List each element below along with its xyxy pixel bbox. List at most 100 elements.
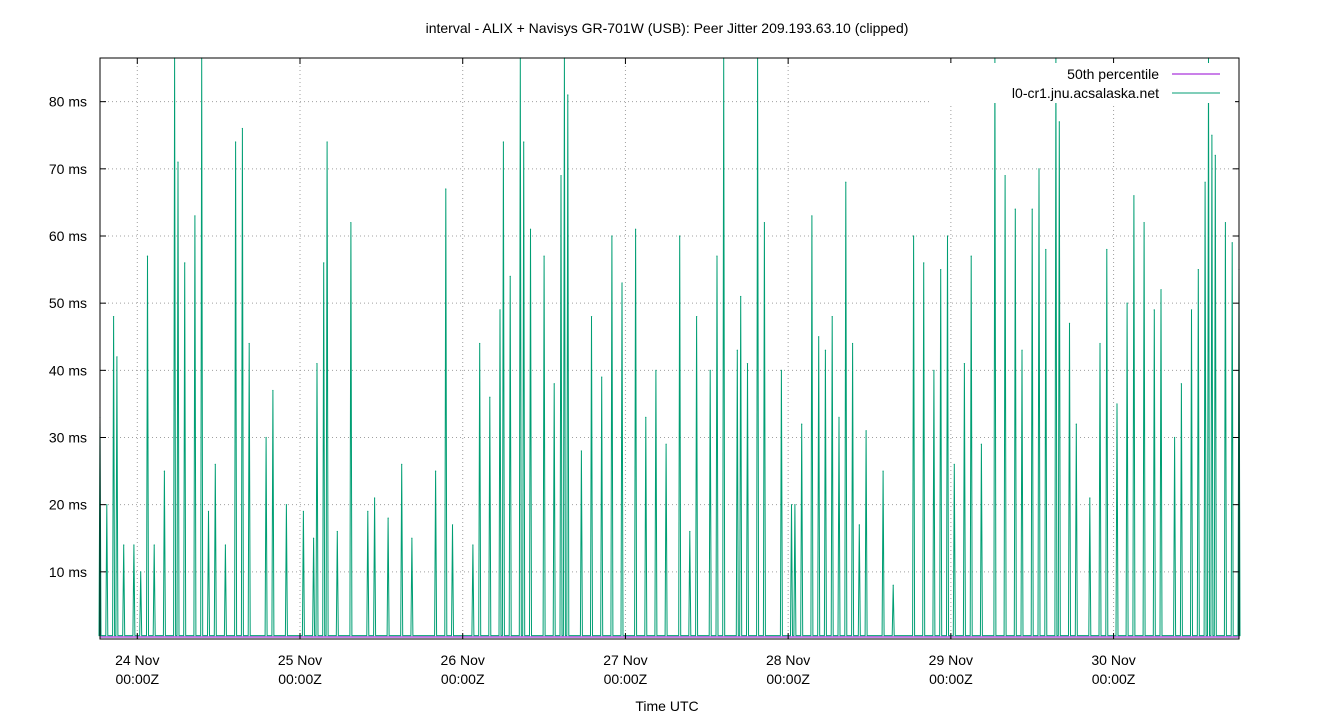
jitter-point xyxy=(194,215,196,217)
jitter-point xyxy=(312,537,315,539)
jitter-point xyxy=(946,235,949,237)
jitter-point xyxy=(265,436,267,439)
jitter-point xyxy=(316,363,318,365)
jitter-point xyxy=(1173,436,1176,439)
jitter-point xyxy=(601,376,603,378)
jitter-point xyxy=(655,369,657,371)
jitter-point xyxy=(323,262,325,264)
jitter-point xyxy=(912,235,915,237)
jitter-point xyxy=(509,275,511,277)
jitter-point xyxy=(529,228,532,230)
legend-box xyxy=(930,63,1235,103)
jitter-point xyxy=(838,416,840,418)
jitter-point xyxy=(679,235,681,237)
jitter-point xyxy=(326,141,328,143)
jitter-point xyxy=(818,336,820,338)
y-tick-label: 70 ms xyxy=(49,161,87,177)
jitter-point xyxy=(635,228,637,230)
jitter-point xyxy=(1133,195,1135,197)
jitter-point xyxy=(763,221,766,224)
jitter-point xyxy=(845,181,847,183)
jitter-point xyxy=(445,188,447,190)
jitter-point xyxy=(248,342,250,345)
x-tick-label-day: 29 Nov xyxy=(929,652,973,668)
jitter-point xyxy=(116,356,118,358)
jitter-point xyxy=(302,510,304,512)
jitter-point xyxy=(1004,174,1006,177)
x-tick-label-time: 00:00Z xyxy=(441,671,485,687)
y-tick-label: 10 ms xyxy=(49,564,87,580)
x-axis-label: Time UTC xyxy=(635,698,698,714)
jitter-point xyxy=(285,504,288,506)
x-tick-label-time: 00:00Z xyxy=(278,671,322,687)
jitter-point xyxy=(580,450,582,452)
x-axis: 24 Nov 00:00Z 25 Nov 00:00Z 26 Nov 00:00Z 27 N… xyxy=(115,58,1136,687)
x-tick-label-time: 00:00Z xyxy=(929,671,973,687)
jitter-point xyxy=(1143,221,1145,224)
jitter-point xyxy=(214,463,216,465)
jitter-point xyxy=(567,94,569,96)
jitter-point xyxy=(709,369,711,371)
jitter-point xyxy=(523,141,525,143)
jitter-point xyxy=(1160,289,1162,291)
jitter-point xyxy=(133,544,135,546)
y-tick-label: 30 ms xyxy=(49,429,87,445)
jitter-point xyxy=(740,295,742,298)
jitter-point xyxy=(590,315,593,318)
y-tick-label: 40 ms xyxy=(49,362,87,378)
jitter-point xyxy=(224,544,227,546)
y-tick-label: 80 ms xyxy=(49,94,87,110)
x-tick-label-day: 27 Nov xyxy=(603,652,647,668)
jitter-point xyxy=(479,342,481,345)
jitter-point xyxy=(140,571,142,573)
jitter-point xyxy=(553,383,555,385)
jitter-point xyxy=(1197,268,1199,271)
jitter-point xyxy=(851,342,854,345)
jitter-point xyxy=(336,530,338,533)
jitter-point xyxy=(1021,349,1023,351)
jitter-series-line xyxy=(98,57,1241,637)
x-tick-label-time: 00:00Z xyxy=(604,671,648,687)
legend-label-percentile: 50th percentile xyxy=(1067,66,1159,82)
x-tick-label-day: 24 Nov xyxy=(115,652,159,668)
jitter-point xyxy=(780,369,782,371)
jitter-point xyxy=(1099,342,1101,345)
jitter-point xyxy=(831,315,833,318)
jitter-point xyxy=(434,470,437,472)
jitter-point xyxy=(1204,181,1206,183)
y-tick-label: 60 ms xyxy=(49,228,87,244)
jitter-point xyxy=(794,504,796,506)
jitter-point xyxy=(387,517,389,519)
jitter-point xyxy=(1231,242,1233,244)
jitter-point xyxy=(923,262,925,264)
jitter-point xyxy=(1116,403,1118,405)
y-tick-label: 50 ms xyxy=(49,295,87,311)
jitter-point xyxy=(1214,154,1216,156)
jitter-point xyxy=(146,255,149,257)
jitter-point xyxy=(177,161,179,163)
jitter-point xyxy=(401,463,403,465)
jitter-point xyxy=(123,544,125,546)
jitter-point xyxy=(970,255,972,257)
x-tick-label-day: 25 Nov xyxy=(278,652,322,668)
jitter-point xyxy=(272,389,274,392)
jitter-point xyxy=(1089,497,1091,499)
jitter-point xyxy=(1058,121,1060,123)
jitter-point xyxy=(980,443,982,445)
x-tick-label-day: 26 Nov xyxy=(441,652,485,668)
x-tick-label-time: 00:00Z xyxy=(766,671,810,687)
jitter-point xyxy=(451,524,454,526)
jitter-point xyxy=(858,524,860,526)
jitter-point xyxy=(1190,309,1193,311)
jitter-point xyxy=(373,497,376,499)
chart-title: interval - ALIX + Navisys GR-701W (USB):… xyxy=(426,20,909,36)
jitter-point xyxy=(241,127,243,130)
jitter-point xyxy=(746,363,749,365)
jitter-point xyxy=(1153,309,1155,311)
jitter-point xyxy=(499,309,501,311)
jitter-point xyxy=(1045,248,1047,251)
jitter-point xyxy=(665,443,667,445)
jitter-point xyxy=(1075,423,1077,425)
jitter-point xyxy=(716,255,718,257)
